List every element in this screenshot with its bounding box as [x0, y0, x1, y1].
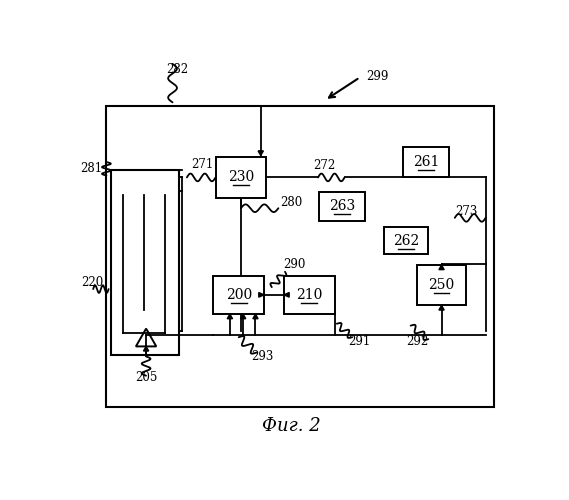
Text: 273: 273: [455, 205, 477, 218]
Text: 282: 282: [166, 64, 188, 76]
Text: 281: 281: [80, 162, 102, 174]
Text: Фиг. 2: Фиг. 2: [262, 417, 321, 434]
Bar: [106, 106, 494, 406]
Polygon shape: [143, 346, 149, 351]
Polygon shape: [284, 292, 289, 297]
Text: 230: 230: [228, 170, 254, 184]
Text: 220: 220: [81, 276, 103, 289]
Text: 280: 280: [280, 196, 302, 208]
Bar: [384, 228, 428, 254]
Bar: [284, 276, 335, 314]
Text: 262: 262: [393, 234, 419, 248]
Bar: [216, 157, 266, 198]
Text: 250: 250: [428, 278, 455, 292]
Text: 210: 210: [296, 288, 323, 302]
Bar: [319, 192, 365, 220]
Polygon shape: [439, 306, 444, 310]
Bar: [403, 146, 450, 178]
Text: 200: 200: [225, 288, 252, 302]
Text: 299: 299: [366, 70, 388, 82]
Text: 272: 272: [313, 159, 335, 172]
Polygon shape: [227, 314, 233, 318]
Text: 290: 290: [283, 258, 305, 271]
Bar: [213, 276, 264, 314]
Polygon shape: [439, 265, 444, 270]
Text: 292: 292: [406, 335, 428, 348]
Polygon shape: [258, 151, 263, 156]
Text: 263: 263: [329, 200, 356, 213]
Bar: [111, 170, 179, 354]
Bar: [417, 265, 466, 306]
Polygon shape: [259, 292, 264, 297]
Text: 291: 291: [348, 335, 370, 348]
Text: 205: 205: [135, 370, 158, 384]
Polygon shape: [241, 314, 246, 318]
Text: 293: 293: [251, 350, 274, 364]
Polygon shape: [253, 314, 258, 318]
Text: 271: 271: [191, 158, 213, 171]
Text: 261: 261: [413, 155, 439, 169]
